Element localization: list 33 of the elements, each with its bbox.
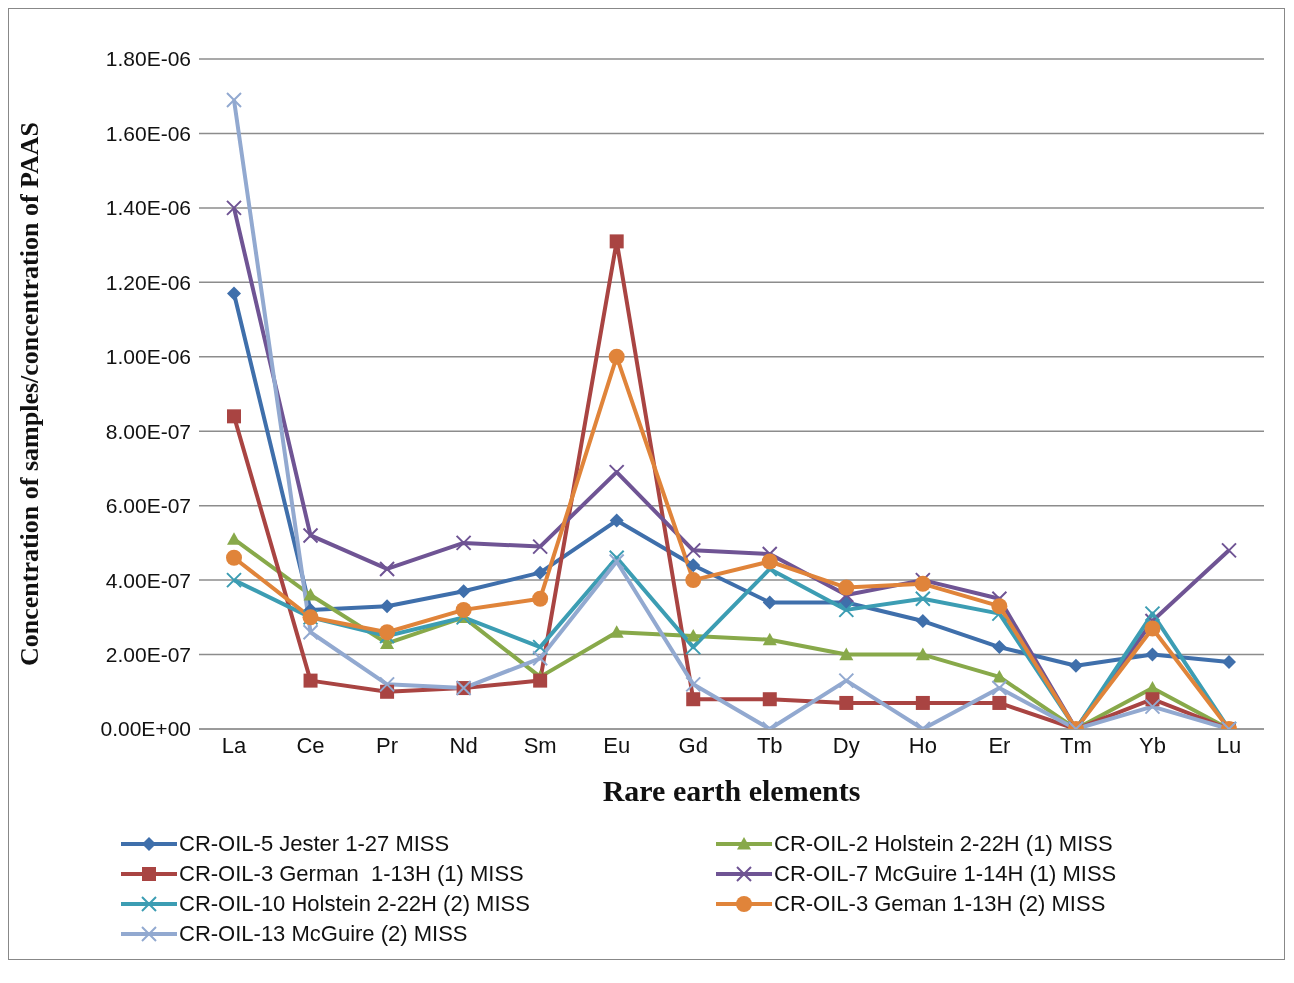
y-tick-label: 6.00E-07 (105, 494, 191, 518)
y-tick-label: 1.80E-06 (105, 47, 191, 71)
y-tick-label: 1.60E-06 (105, 121, 191, 145)
x-tick-label: La (221, 732, 247, 758)
x-tick-label: Nd (449, 732, 478, 758)
y-tick-label: 4.00E-07 (105, 568, 191, 592)
legend-label: CR-OIL-10 Holstein 2-22H (2) MISS (179, 891, 530, 917)
y-tick-label: 8.00E-07 (105, 419, 191, 443)
legend-label: CR-OIL-2 Holstein 2-22H (1) MISS (774, 831, 1113, 857)
x-tick-label: Eu (603, 732, 631, 758)
x-tick-label: Dy (832, 732, 860, 758)
x-tick-label: Yb (1139, 732, 1166, 758)
x-axis-title: Rare earth elements (602, 774, 861, 807)
legend-label: CR-OIL-5 Jester 1-27 MISS (179, 831, 450, 857)
y-tick-label: 0.00E+00 (100, 717, 191, 741)
x-tick-label: Tb (756, 732, 783, 758)
y-tick-label: 1.20E-06 (105, 270, 191, 294)
legend-label: CR-OIL-7 McGuire 1-14H (1) MISS (774, 861, 1117, 887)
x-tick-label: Gd (678, 732, 708, 758)
x-tick-label: Ho (908, 732, 937, 758)
legend-label: CR-OIL-3 Geman 1-13H (2) MISS (774, 891, 1106, 917)
legend-label: CR-OIL-13 McGuire (2) MISS (179, 921, 468, 947)
x-tick-label: Lu (1216, 732, 1242, 758)
x-tick-label: Tm (1060, 732, 1092, 758)
y-tick-label: 1.40E-06 (105, 196, 191, 220)
y-tick-label: 1.00E-06 (105, 345, 191, 369)
x-tick-label: Er (988, 732, 1011, 758)
legend-label: CR-OIL-3 German 1-13H (1) MISS (179, 861, 524, 887)
x-tick-label: Sm (523, 732, 557, 758)
x-tick-label: Pr (376, 732, 399, 758)
y-axis-title: Concentration of samples/concentration of PAAS (15, 121, 45, 667)
y-tick-label: 2.00E-07 (105, 643, 191, 667)
x-tick-label: Ce (296, 732, 325, 758)
